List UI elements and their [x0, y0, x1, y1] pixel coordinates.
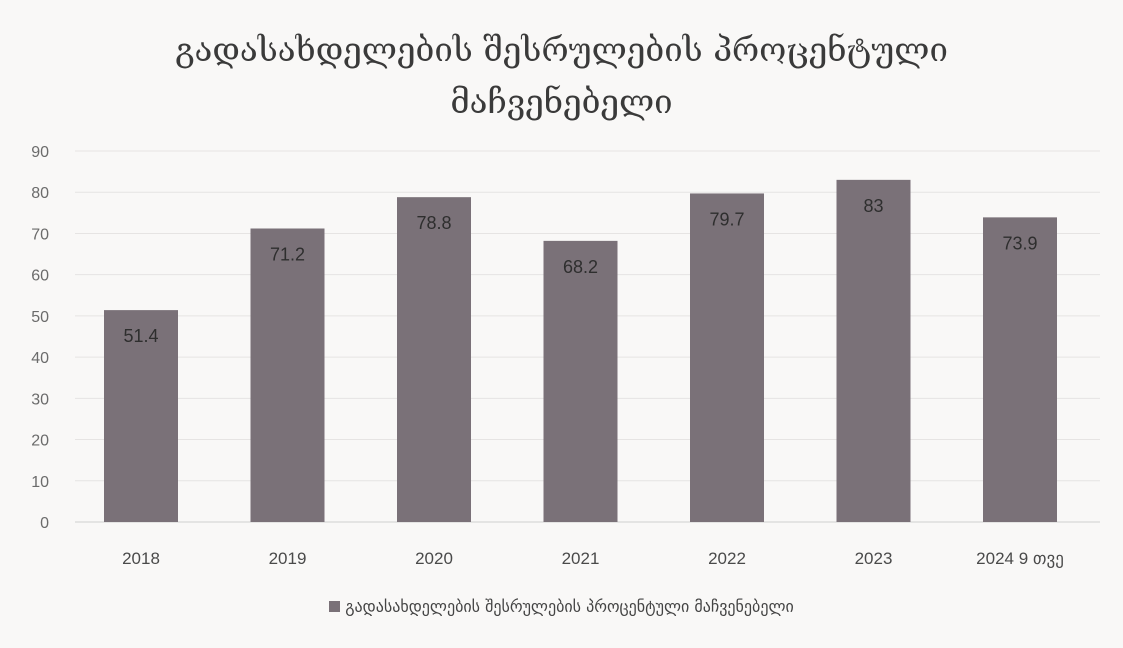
chart-title: გადასახდელების შესრულების პროცენტული მაჩ…	[0, 24, 1123, 128]
data-label: 79.7	[709, 209, 744, 229]
y-tick-label: 60	[31, 268, 49, 285]
bar	[690, 193, 764, 522]
x-tick-label: 2018	[122, 549, 160, 568]
bar	[983, 217, 1057, 522]
chart-title-line-2: მაჩვენებელი	[450, 82, 673, 121]
bar	[836, 179, 911, 522]
bar	[104, 310, 178, 522]
data-label: 73.9	[1002, 233, 1037, 253]
legend-swatch	[329, 601, 341, 612]
chart-title-line-1: გადასახდელების შესრულების პროცენტული	[175, 30, 948, 69]
y-tick-label: 50	[31, 309, 49, 326]
y-tick-label: 70	[31, 226, 49, 243]
y-tick-label: 10	[31, 474, 49, 491]
bar	[397, 197, 471, 522]
data-label: 71.2	[270, 244, 305, 264]
x-tick-label: 2022	[708, 549, 746, 568]
y-tick-label: 40	[31, 350, 49, 367]
y-tick-label: 80	[31, 185, 49, 202]
data-label: 51.4	[123, 326, 158, 346]
x-tick-label: 2019	[269, 549, 307, 568]
x-tick-label: 2021	[562, 549, 600, 568]
x-tick-label: 2024 9 თვე	[976, 549, 1064, 569]
data-label: 68.2	[563, 257, 598, 277]
y-tick-label: 0	[40, 515, 49, 532]
y-tick-label: 30	[31, 391, 49, 408]
y-tick-label: 90	[31, 144, 49, 161]
x-tick-label: 2020	[415, 549, 453, 568]
data-label: 78.8	[416, 213, 451, 233]
data-label: 83	[863, 196, 883, 216]
bar	[250, 228, 325, 522]
legend: გადასახდელების შესრულების პროცენტული მაჩ…	[0, 596, 1123, 616]
bar	[543, 240, 618, 522]
x-tick-label: 2023	[855, 549, 893, 568]
legend-label: გადასახდელების შესრულების პროცენტული მაჩ…	[345, 597, 794, 616]
y-tick-label: 20	[31, 433, 49, 450]
